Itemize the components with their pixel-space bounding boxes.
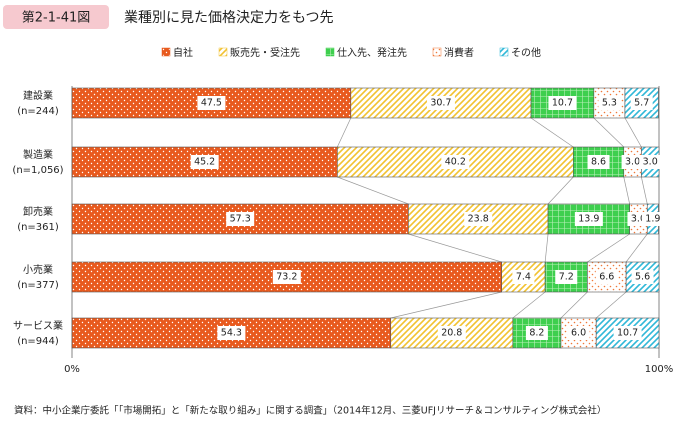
connector-line	[337, 117, 352, 148]
value-label-box	[631, 270, 654, 284]
value-label: 5.7	[634, 98, 649, 109]
value-label: 3.0	[643, 157, 658, 168]
legend-swatch	[432, 47, 442, 57]
value-label-box	[630, 96, 653, 110]
legend-swatch	[161, 47, 171, 57]
category-label: サービス業	[13, 319, 63, 332]
connector-line	[560, 291, 588, 319]
value-label: 30.7	[430, 98, 451, 109]
legend-label: その他	[511, 46, 541, 59]
legend-label: 販売先・受注先	[230, 46, 300, 59]
connector-line	[625, 233, 648, 263]
x-tick-label: 100%	[645, 364, 674, 375]
connector-line	[544, 233, 549, 263]
sample-size-label: (n=361)	[17, 222, 59, 233]
value-label-box	[426, 96, 455, 110]
value-label: 40.2	[445, 157, 466, 168]
sample-size-label: (n=244)	[17, 106, 59, 117]
value-label: 6.6	[599, 272, 614, 283]
sample-size-label: (n=1,056)	[12, 165, 63, 176]
category-label: 建設業	[23, 89, 53, 102]
connector-line	[530, 117, 574, 148]
connector-line	[547, 176, 574, 205]
connector-line	[641, 176, 648, 205]
value-label: 73.2	[276, 272, 297, 283]
source-note: 資料：中小企業庁委託「「市場開拓」と「新たな取り組み」に関する調査」（2014年…	[14, 405, 606, 417]
legend-swatch	[325, 47, 335, 57]
value-label: 8.6	[591, 157, 606, 168]
value-label-box	[613, 326, 642, 340]
value-label-box	[641, 212, 664, 226]
value-label-box	[587, 155, 610, 169]
figure-label: 第2-1-41図	[22, 11, 90, 26]
chart-title: 業種別に見た価格決定力をもつ先	[124, 10, 333, 26]
value-label: 3.0	[625, 157, 640, 168]
connector-line	[337, 176, 409, 205]
value-label: 10.7	[552, 98, 573, 109]
figure-label-box	[3, 5, 109, 29]
value-label-box	[217, 326, 246, 340]
value-label: 54.3	[221, 328, 242, 339]
value-label-box	[555, 270, 578, 284]
value-label: 47.5	[201, 98, 222, 109]
connector-line	[512, 291, 546, 319]
legend-label: 消費者	[444, 46, 474, 59]
value-label-box	[437, 326, 466, 340]
value-label-box	[548, 96, 577, 110]
x-tick-label: 0%	[64, 364, 80, 375]
category-label: 小売業	[23, 263, 53, 276]
value-label: 5.6	[635, 272, 650, 283]
value-label: 1.9	[645, 214, 660, 225]
value-label-box	[574, 212, 603, 226]
value-label: 13.9	[578, 214, 599, 225]
value-label: 5.3	[602, 98, 617, 109]
legend-label: 仕入先、発注先	[337, 46, 407, 59]
value-label: 3.0	[631, 214, 646, 225]
value-label-box	[595, 270, 618, 284]
value-label: 10.7	[617, 328, 638, 339]
category-label: 製造業	[23, 148, 53, 161]
connector-line	[595, 291, 627, 319]
connector-line	[587, 233, 630, 263]
value-label: 6.0	[571, 328, 586, 339]
value-label: 7.4	[516, 272, 531, 283]
connector-line	[624, 117, 642, 148]
value-label: 20.8	[441, 328, 462, 339]
value-label-box	[512, 270, 535, 284]
value-label-box	[226, 212, 255, 226]
connector-line	[408, 233, 502, 263]
value-label-box	[639, 155, 662, 169]
value-label: 7.2	[559, 272, 574, 283]
value-label-box	[190, 155, 219, 169]
sample-size-label: (n=944)	[17, 336, 59, 347]
value-label-box	[272, 270, 301, 284]
connector-line	[593, 117, 625, 148]
legend-swatch	[218, 47, 228, 57]
sample-size-label: (n=377)	[17, 280, 59, 291]
value-label-box	[464, 212, 493, 226]
legend-label: 自社	[173, 46, 193, 59]
value-label-box	[441, 155, 470, 169]
connector-line	[623, 176, 630, 205]
value-label-box	[567, 326, 590, 340]
legend-swatch	[499, 47, 509, 57]
value-label-box	[621, 155, 644, 169]
value-label-box	[598, 96, 621, 110]
value-label-box	[197, 96, 226, 110]
value-label: 23.8	[468, 214, 489, 225]
value-label: 8.2	[529, 328, 544, 339]
category-label: 卸売業	[23, 205, 53, 218]
value-label: 45.2	[194, 157, 215, 168]
connector-line	[390, 291, 502, 319]
value-label: 57.3	[230, 214, 251, 225]
value-label-box	[525, 326, 548, 340]
